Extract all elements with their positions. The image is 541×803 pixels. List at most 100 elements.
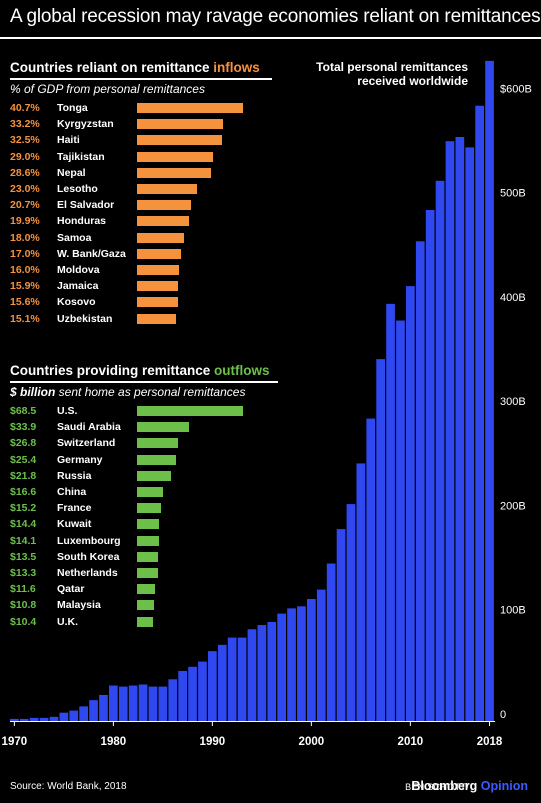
inflow-bar xyxy=(137,216,189,227)
inflow-value: 17.0% xyxy=(10,247,40,260)
chart-bar xyxy=(356,463,366,721)
outflow-row: $16.6 China xyxy=(0,485,300,501)
y-tick-label: 0 xyxy=(500,709,506,721)
inflow-bar xyxy=(137,313,177,324)
inflow-row: 20.7% El Salvador xyxy=(0,198,300,214)
chart-bar xyxy=(128,685,138,721)
chart-bar xyxy=(178,670,187,721)
chart-bar xyxy=(435,180,445,722)
inflow-value: 29.0% xyxy=(10,150,40,163)
x-tick-label: 2018 xyxy=(477,736,503,748)
inflows-list: 40.7% Tonga 33.2% Kyrgyzstan 32.5% Haiti 29.0%… xyxy=(0,101,300,331)
outflow-country: France xyxy=(57,502,92,515)
outflow-value: $11.6 xyxy=(10,583,36,596)
outflow-country: U.S. xyxy=(57,405,78,417)
inflow-value: 15.6% xyxy=(10,296,40,309)
outflow-row: $26.8 Switzerland xyxy=(0,436,300,452)
brand-name: Bloomberg xyxy=(411,779,478,793)
inflow-value: 20.7% xyxy=(10,199,40,212)
x-tick-label: 1970 xyxy=(2,736,28,748)
outflow-row: $15.2 France xyxy=(0,501,300,517)
page-title: A global recession may ravage economies … xyxy=(10,6,541,27)
inflow-row: 15.6% Kosovo xyxy=(0,295,300,311)
outflow-bar xyxy=(137,551,158,562)
chart-bar xyxy=(445,141,455,722)
outflow-country: Switzerland xyxy=(57,437,116,450)
inflow-value: 15.9% xyxy=(10,280,40,293)
outflow-country: Netherlands xyxy=(57,567,118,579)
chart-bar xyxy=(485,60,494,722)
chart-bar xyxy=(475,105,484,721)
inflow-bar xyxy=(137,297,178,308)
inflow-bar xyxy=(137,151,213,162)
y-tick-label: 200B xyxy=(500,500,526,512)
inflow-value: 23.0% xyxy=(10,183,40,195)
outflow-country: Germany xyxy=(57,453,103,466)
outflow-value: $14.1 xyxy=(10,534,37,547)
chart-bar xyxy=(455,137,465,721)
chart-bar xyxy=(168,679,178,721)
inflow-row: 40.7% Tonga xyxy=(0,101,300,117)
outflow-bar xyxy=(137,406,243,416)
outflow-row: $13.3 Netherlands xyxy=(0,566,300,582)
chart-bar xyxy=(346,504,356,721)
x-tick-label: 2010 xyxy=(398,736,424,748)
chart-bar xyxy=(69,710,79,721)
chart-bar xyxy=(406,286,415,721)
source-note: Source: World Bank, 2018 xyxy=(10,781,127,792)
x-tick-label: 1980 xyxy=(101,736,127,748)
chart-bar xyxy=(277,613,286,721)
inflow-country: Moldova xyxy=(57,264,100,276)
chart-bar xyxy=(99,694,108,721)
outflow-country: Luxembourg xyxy=(57,534,121,547)
inflow-bar xyxy=(137,232,184,243)
outflow-bar xyxy=(137,438,179,449)
chart-bar xyxy=(39,717,49,721)
chart-bar xyxy=(138,684,148,721)
outflow-bar xyxy=(137,519,160,530)
outflow-value: $68.5 xyxy=(10,405,37,417)
inflow-country: Haiti xyxy=(57,134,80,147)
outflow-value: $21.8 xyxy=(10,469,37,482)
outflows-heading-prefix: Countries providing remittance xyxy=(10,363,215,378)
chart-bar xyxy=(297,606,306,721)
inflow-country: Samoa xyxy=(57,231,92,244)
inflow-value: 32.5% xyxy=(10,134,40,147)
chart-bar xyxy=(10,718,19,721)
outflow-bar xyxy=(137,600,154,611)
inflow-country: Jamaica xyxy=(57,280,99,293)
inflow-bar xyxy=(137,135,222,146)
outflow-country: Qatar xyxy=(57,583,85,596)
inflow-row: 23.0% Lesotho xyxy=(0,182,300,198)
chart-bar xyxy=(336,529,346,721)
chart-bar xyxy=(247,629,257,721)
outflow-value: $15.2 xyxy=(10,502,37,515)
outflow-bar xyxy=(137,503,161,514)
chart-bar xyxy=(59,712,69,721)
chart-bar xyxy=(386,303,395,721)
y-tick-label: $600B xyxy=(500,83,532,95)
x-tick-label: 1990 xyxy=(200,736,226,748)
inflow-country: Honduras xyxy=(57,215,107,228)
inflows-heading-prefix: Countries reliant on remittance xyxy=(10,60,214,75)
inflow-value: 16.0% xyxy=(10,264,40,276)
outflows-heading: Countries providing remittance outflows xyxy=(10,363,270,378)
outflows-subtitle: $ billion sent home as personal remittan… xyxy=(10,385,245,399)
outflow-row: $33.9 Saudi Arabia xyxy=(0,420,300,436)
outflow-bar xyxy=(137,535,159,546)
chart-bar xyxy=(287,608,296,721)
outflows-subtitle-bold: $ billion xyxy=(10,385,56,399)
outflow-row: $14.4 Kuwait xyxy=(0,517,300,533)
inflow-value: 28.6% xyxy=(10,166,40,179)
outflow-country: South Korea xyxy=(57,550,120,563)
outflow-value: $26.8 xyxy=(10,437,37,450)
chart-bar xyxy=(396,320,405,721)
inflow-bar xyxy=(137,184,197,194)
inflow-country: W. Bank/Gaza xyxy=(57,247,126,260)
inflow-bar xyxy=(137,200,191,211)
inflow-country: Lesotho xyxy=(57,183,98,195)
outflow-value: $14.4 xyxy=(10,518,37,531)
x-tick-label: 2000 xyxy=(299,736,325,748)
inflow-country: Tonga xyxy=(57,102,88,114)
y-tick-label: 300B xyxy=(500,396,526,408)
